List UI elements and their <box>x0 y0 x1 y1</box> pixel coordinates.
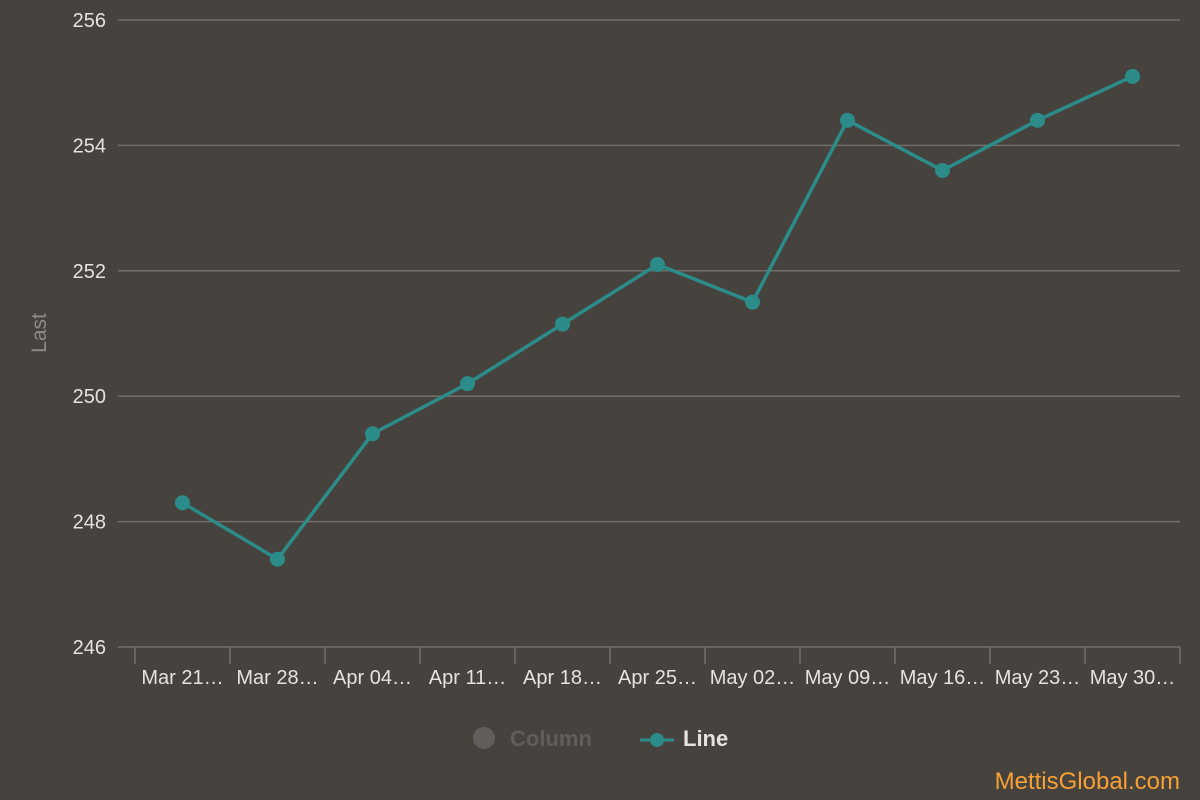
legend: Column Line <box>473 726 728 751</box>
data-point[interactable] <box>270 551 285 567</box>
data-point[interactable] <box>365 426 380 442</box>
y-axis: 246 248 250 252 254 256 <box>73 10 106 659</box>
x-tick-label: May 02… <box>710 667 796 689</box>
x-tick-label: May 16… <box>900 667 986 689</box>
y-tick-label: 252 <box>73 261 106 283</box>
legend-marker-column <box>473 727 495 749</box>
data-point[interactable] <box>935 162 950 178</box>
series-line <box>175 68 1140 567</box>
y-axis-title: Last <box>28 313 51 353</box>
x-tick-label: Apr 25… <box>618 667 697 689</box>
series-line-path <box>181 74 1134 561</box>
legend-item-column[interactable]: Column <box>473 726 592 751</box>
x-tick-label: Apr 04… <box>333 667 412 689</box>
x-tick-label: May 09… <box>805 667 891 689</box>
legend-label-column: Column <box>510 726 592 751</box>
legend-marker-line <box>650 733 664 747</box>
data-point[interactable] <box>840 112 855 128</box>
x-tick-label: May 30… <box>1090 667 1176 689</box>
data-point[interactable] <box>1125 68 1140 84</box>
x-tick-label: Mar 28… <box>236 667 318 689</box>
data-point[interactable] <box>650 257 665 273</box>
y-tick-label: 256 <box>73 10 106 32</box>
y-tick-label: 254 <box>73 135 106 157</box>
legend-item-line[interactable]: Line <box>640 726 728 751</box>
x-axis-labels: Mar 21… Mar 28… Apr 04… Apr 11… Apr 18… Apr 2… <box>141 667 1175 689</box>
x-tick-label: Mar 21… <box>141 667 223 689</box>
data-point[interactable] <box>175 495 190 511</box>
data-point[interactable] <box>555 316 570 332</box>
credit-link[interactable]: MettisGlobal.com <box>995 768 1180 795</box>
x-tick-label: May 23… <box>995 667 1081 689</box>
gridlines <box>118 19 1180 648</box>
y-tick-label: 248 <box>73 512 106 534</box>
x-tick-label: Apr 18… <box>523 667 602 689</box>
legend-label-line: Line <box>683 726 728 751</box>
x-tick-label: Apr 11… <box>429 667 506 689</box>
x-axis <box>134 647 1181 664</box>
data-point[interactable] <box>745 294 760 310</box>
data-point[interactable] <box>460 376 475 392</box>
y-tick-label: 250 <box>73 386 106 408</box>
y-tick-label: 246 <box>73 637 106 659</box>
data-point[interactable] <box>1030 112 1045 128</box>
